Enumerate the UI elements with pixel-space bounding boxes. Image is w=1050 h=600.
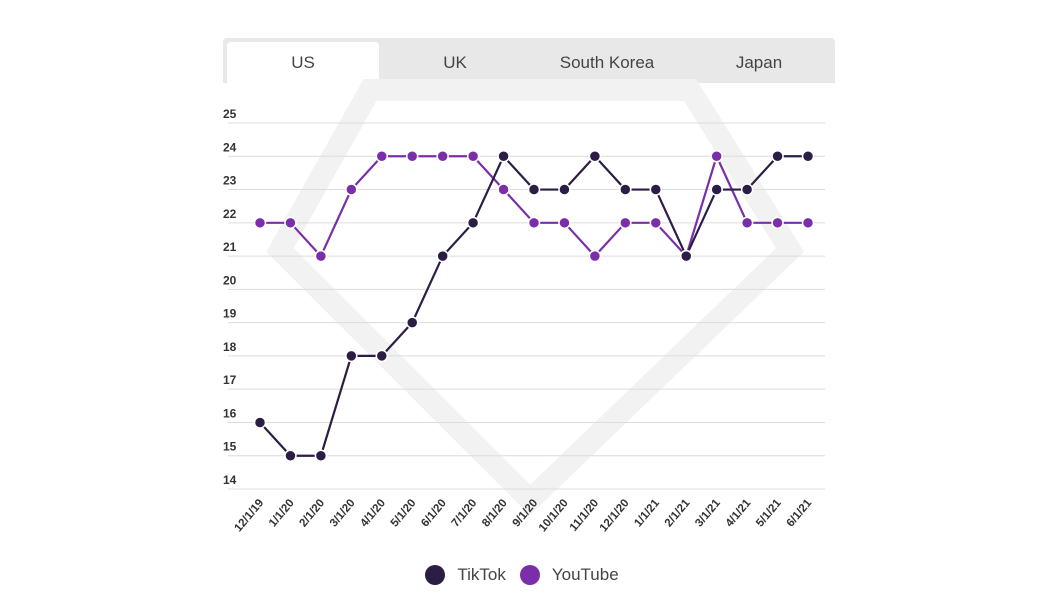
y-tick-label: 16: [223, 406, 237, 420]
legend: TikTok YouTube: [0, 565, 1050, 585]
data-point-tiktok: [527, 183, 541, 196]
data-point-tiktok: [345, 349, 358, 363]
data-point-youtube: [558, 216, 571, 230]
data-point-youtube: [710, 150, 723, 163]
data-point-tiktok: [314, 449, 328, 462]
data-point-tiktok: [771, 150, 784, 163]
x-tick-label: 4/1/21: [724, 497, 754, 530]
x-tick-label: 2/1/21: [663, 497, 693, 530]
x-tick-label: 6/1/20: [419, 497, 449, 529]
y-tick-label: 25: [223, 107, 237, 121]
x-tick-label: 1/1/21: [632, 497, 662, 530]
y-tick-label: 21: [223, 240, 237, 254]
legend-label-youtube: YouTube: [551, 565, 619, 584]
data-point-tiktok: [284, 449, 297, 462]
data-point-tiktok: [558, 183, 571, 196]
x-tick-label: 4/1/20: [358, 497, 388, 529]
data-point-tiktok: [466, 216, 480, 230]
data-point-tiktok: [740, 183, 754, 196]
x-tick-label: 11/1/20: [568, 497, 601, 534]
data-point-tiktok: [497, 150, 510, 163]
y-tick-label: 14: [223, 473, 237, 487]
tiktok-swatch: [425, 565, 446, 585]
x-tick-label: 12/1/20: [598, 497, 632, 534]
x-tick-label: 1/1/20: [267, 497, 297, 529]
data-point-tiktok: [679, 249, 693, 263]
data-point-youtube: [619, 216, 632, 230]
y-tick-label: 15: [223, 440, 237, 454]
x-tick-label: 3/1/20: [328, 497, 358, 529]
x-tick-label: 5/1/21: [754, 497, 784, 530]
data-point-youtube: [253, 216, 267, 230]
y-tick-label: 23: [223, 174, 237, 188]
data-point-tiktok: [710, 183, 723, 196]
tab-south-korea[interactable]: South Korea: [559, 52, 655, 72]
series-line-youtube: [260, 153, 808, 259]
data-point-tiktok: [801, 150, 815, 163]
legend-item-tiktok[interactable]: TikTok: [425, 565, 506, 585]
data-point-youtube: [345, 183, 358, 196]
data-point-youtube: [436, 150, 449, 163]
data-point-youtube: [649, 216, 663, 230]
data-point-youtube: [801, 216, 815, 230]
y-tick-label: 19: [223, 307, 237, 321]
x-tick-label: 5/1/20: [389, 497, 419, 529]
tab-uk[interactable]: UK: [443, 52, 467, 72]
y-tick-label: 18: [223, 340, 237, 354]
data-point-youtube: [375, 150, 389, 163]
data-point-tiktok: [436, 249, 449, 263]
data-point-youtube: [771, 216, 784, 230]
x-tick-label: 3/1/21: [693, 497, 723, 530]
data-point-youtube: [284, 216, 297, 230]
data-point-tiktok: [588, 150, 602, 163]
region-tabs: US UK South Korea Japan: [223, 38, 835, 83]
x-tick-label: 2/1/20: [297, 497, 327, 529]
data-point-youtube: [588, 249, 602, 263]
tab-japan[interactable]: Japan: [735, 52, 783, 72]
data-point-youtube: [527, 216, 541, 230]
data-point-tiktok: [649, 183, 663, 196]
data-point-tiktok: [253, 416, 267, 429]
y-tick-label: 24: [223, 140, 237, 154]
data-point-youtube: [314, 249, 328, 263]
tab-us[interactable]: US: [227, 42, 379, 83]
data-point-youtube: [740, 216, 754, 230]
x-tick-label: 8/1/20: [480, 497, 510, 529]
data-point-youtube: [466, 150, 480, 163]
y-tick-label: 22: [223, 207, 237, 221]
data-point-tiktok: [619, 183, 632, 196]
youtube-swatch: [519, 565, 540, 585]
x-tick-label: 6/1/21: [785, 497, 815, 530]
x-tick-label: 12/1/19: [232, 497, 266, 534]
legend-item-youtube[interactable]: YouTube: [519, 565, 619, 585]
data-point-youtube: [405, 150, 419, 163]
x-tick-label: 7/1/20: [450, 497, 480, 529]
data-point-tiktok: [405, 316, 419, 329]
y-tick-label: 17: [223, 373, 237, 387]
data-point-tiktok: [375, 349, 389, 363]
data-point-youtube: [497, 183, 510, 196]
legend-label-tiktok: TikTok: [457, 565, 506, 584]
y-tick-label: 20: [223, 273, 237, 287]
